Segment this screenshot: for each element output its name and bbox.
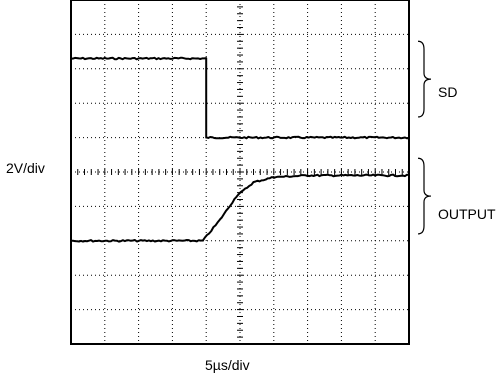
trace-sd — [70, 56, 410, 140]
brace-output — [417, 157, 432, 235]
brace-sd — [417, 40, 432, 118]
braces — [417, 40, 432, 235]
plot-frame — [70, 0, 410, 345]
y-axis-label: 2V/div — [6, 160, 45, 176]
grid — [71, 0, 410, 344]
sd-trace-label: SD — [438, 84, 458, 100]
x-axis-label: 5µs/div — [205, 357, 250, 373]
trace-output — [70, 173, 410, 243]
output-trace-label: OUTPUT — [438, 206, 496, 222]
traces — [70, 56, 410, 243]
